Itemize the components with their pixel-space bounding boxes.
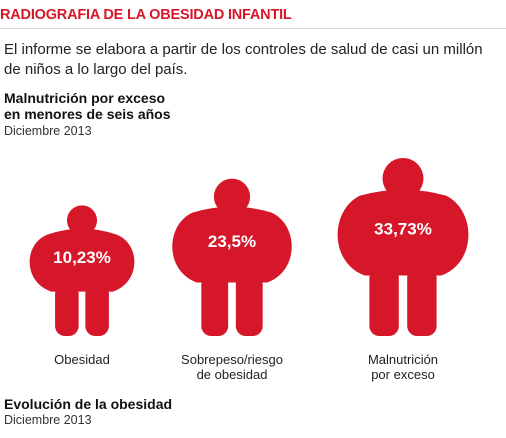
chart-title-line-1: Malnutrición por exceso bbox=[4, 90, 166, 106]
figure-head bbox=[66, 205, 98, 236]
figure-head bbox=[382, 158, 424, 199]
figure-left-leg bbox=[201, 274, 229, 336]
intro-text: El informe se elabora a partir de los co… bbox=[4, 41, 483, 78]
category-label-line: Obesidad bbox=[54, 352, 110, 367]
category-label-line: por exceso bbox=[371, 367, 435, 382]
data-label-malnutricion: 33,73% bbox=[374, 219, 432, 238]
figure-right-leg bbox=[235, 274, 263, 336]
figure-body bbox=[29, 228, 135, 292]
infographic-title: RADIOGRAFIA DE LA OBESIDAD INFANTIL bbox=[0, 7, 292, 23]
figure-sobrepeso: 23,5% bbox=[172, 178, 292, 336]
evolution-subtitle: Diciembre 2013 bbox=[4, 413, 92, 427]
title-divider bbox=[0, 28, 506, 29]
data-label-obesidad: 10,23% bbox=[53, 248, 111, 267]
figure-body bbox=[172, 206, 292, 283]
figure-right-leg bbox=[85, 283, 109, 336]
category-label-obesidad: Obesidad bbox=[12, 352, 152, 367]
figure-malnutricion: 33,73% bbox=[337, 158, 469, 336]
figure-right-leg bbox=[407, 267, 437, 336]
data-label-sobrepeso: 23,5% bbox=[208, 232, 256, 251]
figure-head bbox=[213, 178, 251, 215]
category-label-sobrepeso: Sobrepeso/riesgo de obesidad bbox=[162, 352, 302, 382]
category-label-line: Malnutrición bbox=[367, 352, 439, 367]
figure-left-leg bbox=[55, 283, 79, 336]
evolution-title: Evolución de la obesidad bbox=[4, 396, 173, 412]
figure-left-leg bbox=[369, 267, 399, 336]
category-label-line: Sobrepeso/riesgo bbox=[181, 352, 283, 367]
chart-title-line-2: en menores de seis años bbox=[4, 106, 171, 122]
figure-body bbox=[337, 189, 469, 276]
category-label-malnutricion: Malnutrición por exceso bbox=[333, 352, 473, 382]
figure-obesidad: 10,23% bbox=[29, 205, 135, 336]
chart-subtitle: Diciembre 2013 bbox=[4, 124, 92, 138]
category-label-line: de obesidad bbox=[196, 367, 268, 382]
